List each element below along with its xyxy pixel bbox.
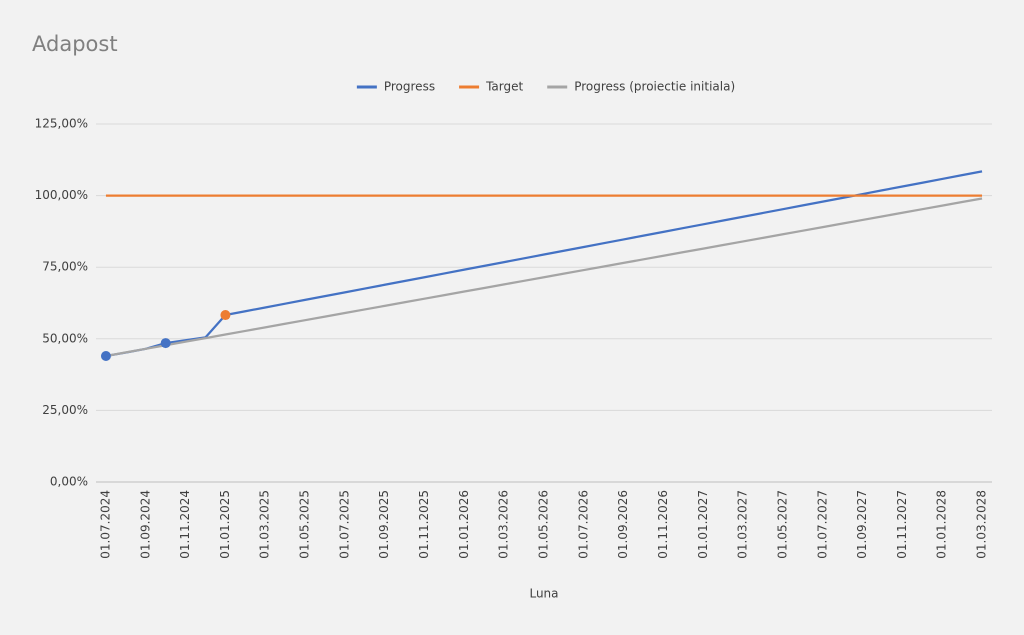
series-line (105, 170, 983, 358)
y-tick-label: 75,00% (42, 260, 88, 274)
x-tick-label: 01.11.2025 (417, 490, 431, 559)
legend-label: Progress (384, 80, 435, 94)
chart-title: Adapost (32, 32, 118, 56)
y-tick-label: 0,00% (50, 475, 88, 489)
x-tick-label: 01.03.2026 (497, 490, 511, 559)
y-tick-label: 100,00% (35, 188, 88, 202)
y-tick-label: 50,00% (42, 331, 88, 345)
x-tick-label: 01.05.2026 (537, 490, 551, 559)
x-tick-label: 01.07.2025 (337, 490, 351, 559)
legend-label: Target (485, 80, 523, 94)
x-tick-label: 01.09.2025 (377, 490, 391, 559)
x-tick-label: 01.03.2028 (975, 490, 989, 559)
x-tick-label: 01.01.2025 (218, 490, 232, 559)
x-tick-label: 01.09.2027 (855, 490, 869, 559)
x-tick-label: 01.07.2026 (576, 490, 590, 559)
x-tick-label: 01.07.2024 (98, 490, 112, 559)
x-tick-label: 01.01.2028 (935, 490, 949, 559)
data-point (220, 310, 231, 321)
legend-label: Progress (proiectie initiala) (574, 80, 735, 94)
data-point (100, 350, 111, 361)
x-tick-label: 01.07.2027 (815, 490, 829, 559)
x-tick-label: 01.05.2027 (775, 490, 789, 559)
x-tick-label: 01.03.2025 (258, 490, 272, 559)
x-tick-label: 01.01.2027 (696, 490, 710, 559)
y-tick-label: 125,00% (35, 117, 88, 131)
x-tick-label: 01.01.2026 (457, 490, 471, 559)
x-tick-label: 01.11.2024 (178, 490, 192, 559)
y-tick-label: 25,00% (42, 403, 88, 417)
x-tick-label: 01.03.2027 (736, 490, 750, 559)
x-tick-label: 01.09.2026 (616, 490, 630, 559)
x-tick-label: 01.11.2026 (656, 490, 670, 559)
x-axis-title: Luna (529, 587, 558, 601)
x-tick-label: 01.11.2027 (895, 490, 909, 559)
series-line (105, 197, 983, 358)
x-tick-label: 01.05.2025 (298, 490, 312, 559)
x-tick-label: 01.09.2024 (138, 490, 152, 559)
data-point (160, 338, 171, 349)
